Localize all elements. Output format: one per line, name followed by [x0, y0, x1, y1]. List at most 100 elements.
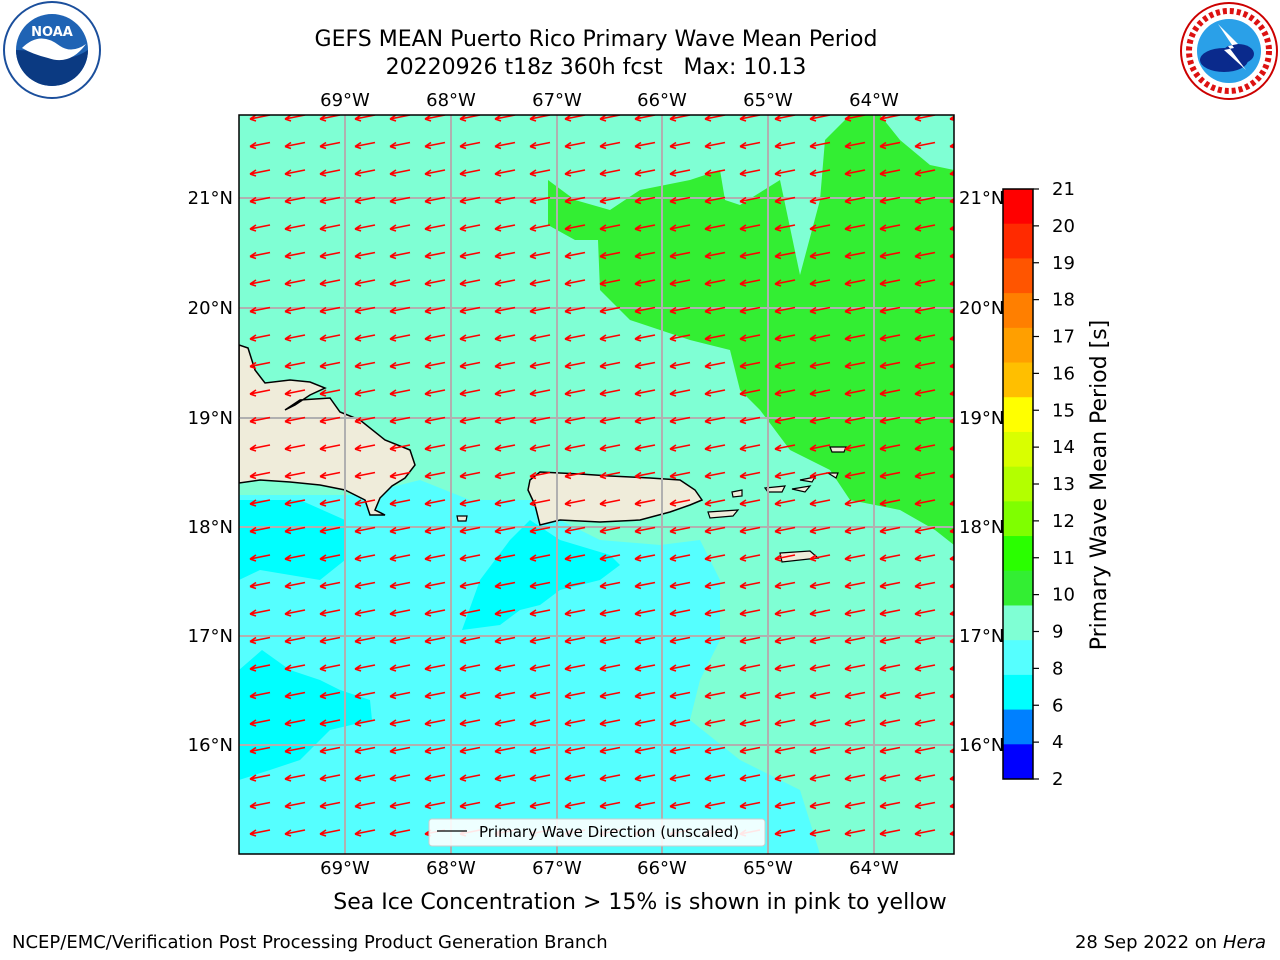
wave-arrow	[389, 196, 411, 205]
wave-arrow	[354, 691, 376, 700]
wave-arrow	[704, 746, 726, 755]
wave-arrow	[704, 334, 726, 342]
wave-arrow	[319, 774, 341, 782]
wave-arrow	[704, 471, 726, 480]
wave-arrow	[459, 691, 481, 700]
wave-arrow	[459, 499, 481, 507]
wave-arrow	[389, 774, 411, 782]
wave-arrow	[739, 719, 761, 727]
wave-arrow	[354, 636, 376, 645]
wave-arrow	[774, 251, 796, 260]
wave-arrow	[774, 774, 796, 782]
wave-arrow	[459, 196, 481, 205]
wave-arrow	[319, 389, 341, 397]
period-zone-8-9	[239, 480, 820, 854]
wave-arrow	[284, 746, 306, 755]
wave-arrow	[634, 361, 656, 370]
wave-arrow	[704, 361, 726, 370]
wave-arrow	[634, 141, 656, 150]
wave-arrow	[704, 224, 726, 232]
wave-arrow	[599, 416, 621, 425]
wave-arrow	[319, 719, 341, 727]
wave-arrow	[599, 224, 621, 232]
wave-arrow	[809, 801, 831, 810]
title-line-2: 20220926 t18z 360h fcst Max: 10.13	[385, 55, 807, 80]
wave-arrow	[354, 334, 376, 342]
wave-arrow	[739, 801, 761, 810]
wave-arrow	[529, 141, 551, 150]
wave-arrow	[284, 829, 306, 837]
wave-arrow	[249, 499, 271, 507]
colorbar-segment	[1003, 397, 1033, 433]
wave-arrow	[704, 691, 726, 700]
wave-arrow	[494, 196, 516, 205]
colorbar-tick-label: 10	[1052, 585, 1075, 606]
wave-arrow	[249, 554, 271, 562]
noaa-logo: NOAA	[3, 1, 101, 99]
wave-arrow	[914, 526, 936, 535]
wave-arrow	[599, 774, 621, 782]
wave-arrow	[809, 471, 831, 480]
wave-arrow	[599, 169, 621, 177]
wave-arrow	[844, 141, 866, 150]
wave-arrow	[249, 361, 271, 370]
wave-arrow	[809, 334, 831, 342]
wave-arrow	[844, 801, 866, 810]
wave-arrow	[739, 746, 761, 755]
wave-arrow	[879, 251, 901, 260]
wave-arrow	[354, 471, 376, 480]
wave-arrow	[354, 554, 376, 562]
wave-arrow	[599, 334, 621, 342]
wave-arrow	[634, 444, 656, 452]
wave-arrow	[809, 746, 831, 755]
wave-arrow	[494, 416, 516, 425]
wave-arrow	[844, 636, 866, 645]
wave-arrow	[354, 416, 376, 425]
wave-arrow	[634, 416, 656, 425]
wave-arrow	[319, 416, 341, 425]
wave-arrow	[564, 141, 586, 150]
wave-arrow	[739, 251, 761, 260]
wave-arrow	[389, 389, 411, 397]
wave-arrow	[319, 581, 341, 590]
wave-arrow	[249, 801, 271, 810]
wave-arrow	[809, 196, 831, 205]
wave-arrow	[634, 526, 656, 535]
lat-label: 16°N	[188, 735, 233, 756]
wave-arrow	[669, 719, 691, 727]
wave-arrow	[389, 141, 411, 150]
wave-arrow	[879, 279, 901, 287]
wave-arrow	[634, 774, 656, 782]
title-line-1: GEFS MEAN Puerto Rico Primary Wave Mean …	[314, 27, 878, 52]
period-zone-6-8-a	[239, 500, 345, 580]
wave-arrow	[809, 416, 831, 425]
wave-arrow	[914, 251, 936, 260]
wave-arrow	[599, 196, 621, 205]
wave-arrow	[529, 389, 551, 397]
wave-arrow	[879, 334, 901, 342]
wave-arrow	[564, 746, 586, 755]
wave-arrow	[879, 581, 901, 590]
wave-arrow	[564, 774, 586, 782]
wave-arrow	[669, 581, 691, 590]
wave-arrow	[424, 169, 446, 177]
wave-arrow	[844, 581, 866, 590]
wave-arrow	[494, 334, 516, 342]
wave-arrow	[529, 361, 551, 370]
wave-arrow	[599, 389, 621, 397]
wave-arrow	[634, 746, 656, 755]
wave-arrow	[494, 141, 516, 150]
footer-org: NCEP/EMC/Verification Post Processing Pr…	[12, 932, 608, 953]
wave-arrow	[424, 224, 446, 232]
wave-arrow	[879, 196, 901, 205]
wave-arrow	[704, 581, 726, 590]
wave-arrow	[424, 444, 446, 452]
wave-arrow	[424, 416, 446, 425]
wave-arrow	[354, 609, 376, 617]
wave-arrow	[284, 196, 306, 205]
wave-arrow	[809, 829, 831, 837]
wave-arrow	[669, 334, 691, 342]
wave-arrow	[809, 691, 831, 700]
wave-arrow	[599, 609, 621, 617]
lon-label: 66°W	[637, 858, 687, 879]
